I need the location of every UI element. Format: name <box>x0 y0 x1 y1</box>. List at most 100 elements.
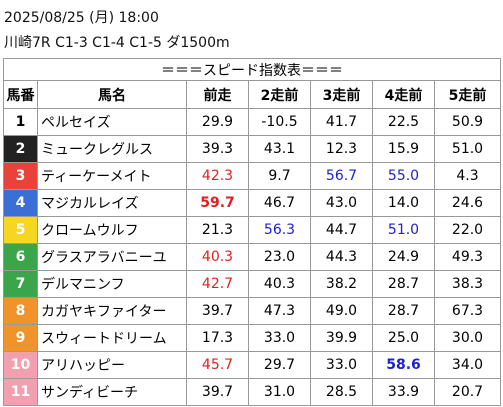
speed-score: 29.7 <box>248 351 311 379</box>
horse-row: 7 デルマニンフ 42.7 40.3 38.2 28.7 38.3 <box>3 270 502 298</box>
speed-score: 21.3 <box>186 216 249 244</box>
column-header: 4走前 <box>372 80 435 109</box>
speed-score: 41.7 <box>310 108 373 136</box>
speed-score: 30.0 <box>433 324 502 352</box>
speed-score: 38.3 <box>433 270 502 298</box>
speed-score: 12.3 <box>310 135 373 163</box>
speed-score: 59.7 <box>186 189 249 217</box>
horse-name: マジカルレイズ <box>37 189 187 217</box>
speed-score: 51.0 <box>433 135 502 163</box>
column-header: 馬番 <box>3 80 38 109</box>
speed-score: 25.0 <box>372 324 435 352</box>
header-row: 馬番 馬名 前走 2走前 3走前 4走前 5走前 <box>3 80 502 109</box>
horse-row: 2 ミュークレグルス 39.3 43.1 12.3 15.9 51.0 <box>3 135 502 163</box>
horse-row: 3 ティーケーメイト 42.3 9.7 56.7 55.0 4.3 <box>3 162 502 190</box>
speed-score: 4.3 <box>433 162 502 190</box>
speed-score: -10.5 <box>248 108 311 136</box>
speed-score: 56.3 <box>248 216 311 244</box>
speed-score: 39.7 <box>186 297 249 325</box>
speed-score: 44.3 <box>310 243 373 271</box>
column-header: 前走 <box>186 80 249 109</box>
speed-score: 47.3 <box>248 297 311 325</box>
horse-row: 8 カガヤキファイター 39.7 47.3 49.0 28.7 67.3 <box>3 297 502 325</box>
horse-name: デルマニンフ <box>37 270 187 298</box>
speed-score: 20.7 <box>433 378 502 406</box>
horse-row: 4 マジカルレイズ 59.7 46.7 43.0 14.0 24.6 <box>3 189 502 217</box>
horse-name: スウィートドリーム <box>37 324 187 352</box>
horse-number: 5 <box>3 216 38 244</box>
speed-score: 67.3 <box>433 297 502 325</box>
horse-name: ティーケーメイト <box>37 162 187 190</box>
column-header: 3走前 <box>310 80 373 109</box>
horse-number: 8 <box>3 297 38 325</box>
speed-score: 43.0 <box>310 189 373 217</box>
horse-number: 9 <box>3 324 38 352</box>
speed-score: 45.7 <box>186 351 249 379</box>
speed-score: 40.3 <box>248 270 311 298</box>
speed-score: 24.9 <box>372 243 435 271</box>
speed-score: 31.0 <box>248 378 311 406</box>
horse-row: 5 クロームウルフ 21.3 56.3 44.7 51.0 22.0 <box>3 216 502 244</box>
speed-score: 34.0 <box>433 351 502 379</box>
speed-score: 28.7 <box>372 297 435 325</box>
speed-score: 33.0 <box>310 351 373 379</box>
date-line: 2025/08/25 (月) 18:00 <box>4 10 159 26</box>
speed-score: 46.7 <box>248 189 311 217</box>
title-row: ＝＝＝スピード指数表＝＝＝ <box>2 58 502 81</box>
horse-row: 11 サンディビーチ 39.7 31.0 28.5 33.9 20.7 <box>3 378 502 406</box>
horse-number: 7 <box>3 270 38 298</box>
speed-score: 49.0 <box>310 297 373 325</box>
horse-number: 11 <box>3 378 38 406</box>
race-line: 川崎7R C1-3 C1-4 C1-5 ダ1500m <box>4 35 230 51</box>
speed-score: 49.3 <box>433 243 502 271</box>
speed-score: 28.5 <box>310 378 373 406</box>
speed-score: 9.7 <box>248 162 311 190</box>
horse-name: ペルセイズ <box>37 108 187 136</box>
speed-score: 29.9 <box>186 108 249 136</box>
speed-score: 17.3 <box>186 324 249 352</box>
speed-score: 43.1 <box>248 135 311 163</box>
horse-name: サンディビーチ <box>37 378 187 406</box>
speed-score: 33.9 <box>372 378 435 406</box>
speed-score: 39.9 <box>310 324 373 352</box>
speed-score: 33.0 <box>248 324 311 352</box>
speed-score: 14.0 <box>372 189 435 217</box>
horse-name: カガヤキファイター <box>37 297 187 325</box>
speed-score: 22.5 <box>372 108 435 136</box>
speed-score: 22.0 <box>433 216 502 244</box>
column-header: 馬名 <box>37 80 187 109</box>
speed-score: 28.7 <box>372 270 435 298</box>
speed-score: 50.9 <box>433 108 502 136</box>
horse-row: 6 グラスアラバニーユ 40.3 23.0 44.3 24.9 49.3 <box>3 243 502 271</box>
speed-score: 42.7 <box>186 270 249 298</box>
horse-number: 6 <box>3 243 38 271</box>
table-body: ＝＝＝スピード指数表＝＝＝ 馬番 馬名 前走 2走前 3走前 4走前 5走前 1 ペルセイズ 29.… <box>2 58 502 406</box>
horse-row: 10 アリハッピー 45.7 29.7 33.0 58.6 34.0 <box>3 351 502 379</box>
speed-score: 15.9 <box>372 135 435 163</box>
horse-number: 2 <box>3 135 38 163</box>
speed-score: 39.7 <box>186 378 249 406</box>
horse-name: グラスアラバニーユ <box>37 243 187 271</box>
speed-table: ＝＝＝スピード指数表＝＝＝ 馬番 馬名 前走 2走前 3走前 4走前 5走前 1 ペルセイズ 29.… <box>2 58 502 406</box>
speed-score: 24.6 <box>433 189 502 217</box>
speed-score: 51.0 <box>372 216 435 244</box>
horse-number: 4 <box>3 189 38 217</box>
column-header: 5走前 <box>433 80 502 109</box>
horse-name: クロームウルフ <box>37 216 187 244</box>
speed-score: 39.3 <box>186 135 249 163</box>
speed-score: 56.7 <box>310 162 373 190</box>
speed-score: 44.7 <box>310 216 373 244</box>
horse-number: 3 <box>3 162 38 190</box>
speed-score: 38.2 <box>310 270 373 298</box>
horse-row: 9 スウィートドリーム 17.3 33.0 39.9 25.0 30.0 <box>3 324 502 352</box>
speed-score: 42.3 <box>186 162 249 190</box>
horse-number: 1 <box>3 108 38 136</box>
horse-name: ミュークレグルス <box>37 135 187 163</box>
speed-score: 58.6 <box>372 351 435 379</box>
horse-row: 1 ペルセイズ 29.9 -10.5 41.7 22.5 50.9 <box>3 108 502 136</box>
column-header: 2走前 <box>248 80 311 109</box>
speed-score: 55.0 <box>372 162 435 190</box>
horse-name: アリハッピー <box>37 351 187 379</box>
speed-score: 40.3 <box>186 243 249 271</box>
